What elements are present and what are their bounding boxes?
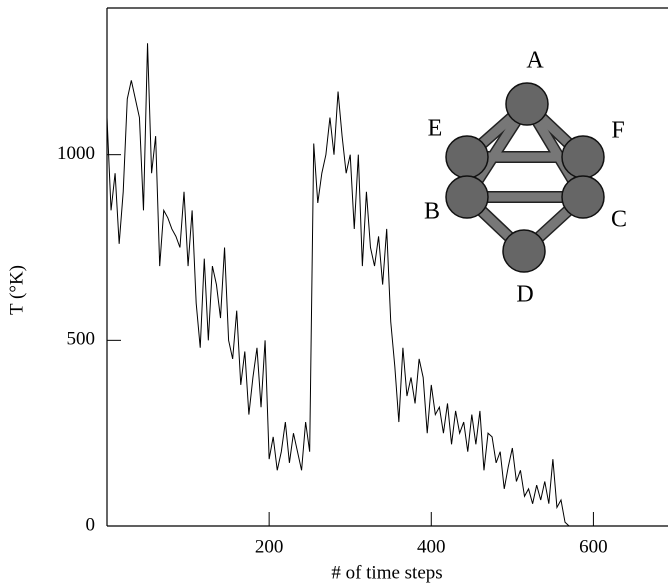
atom-label: D [516,282,533,308]
y-tick-label: 0 [86,514,96,535]
x-tick-label: 600 [579,536,608,557]
atom-label: C [611,207,627,233]
data-line [106,43,582,527]
y-tick-label: 500 [67,329,96,350]
atom-label: A [526,48,544,74]
y-axis-label: T (°K) [6,265,27,315]
x-tick-label: 200 [255,536,284,557]
x-axis-label: # of time steps [331,562,442,583]
atom-label: E [428,116,443,142]
y-tick-label: 1000 [57,143,95,164]
atom-label: F [611,118,624,144]
x-tick-label: 400 [417,536,446,557]
plot-area: 0 500 1000 200 400 600 [57,7,668,557]
atom-label: B [424,199,440,225]
molecule-inset: A E F B C D [424,48,627,308]
